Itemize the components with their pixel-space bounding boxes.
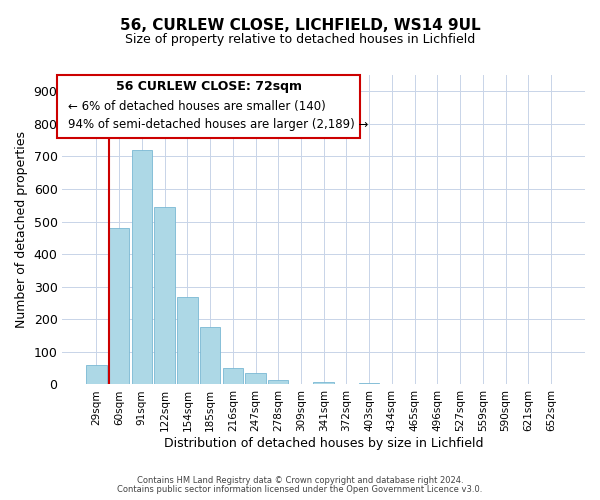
Text: Size of property relative to detached houses in Lichfield: Size of property relative to detached ho… xyxy=(125,32,475,46)
FancyBboxPatch shape xyxy=(57,75,360,138)
Y-axis label: Number of detached properties: Number of detached properties xyxy=(15,131,28,328)
Text: 56, CURLEW CLOSE, LICHFIELD, WS14 9UL: 56, CURLEW CLOSE, LICHFIELD, WS14 9UL xyxy=(119,18,481,32)
Bar xyxy=(86,365,107,384)
X-axis label: Distribution of detached houses by size in Lichfield: Distribution of detached houses by size … xyxy=(164,437,484,450)
Bar xyxy=(313,382,334,384)
Bar xyxy=(223,368,243,384)
Bar xyxy=(154,207,175,384)
Bar xyxy=(131,150,152,384)
Bar xyxy=(268,380,289,384)
Text: Contains HM Land Registry data © Crown copyright and database right 2024.: Contains HM Land Registry data © Crown c… xyxy=(137,476,463,485)
Text: 94% of semi-detached houses are larger (2,189) →: 94% of semi-detached houses are larger (… xyxy=(68,118,368,132)
Text: ← 6% of detached houses are smaller (140): ← 6% of detached houses are smaller (140… xyxy=(68,100,325,113)
Bar xyxy=(245,373,266,384)
Text: Contains public sector information licensed under the Open Government Licence v3: Contains public sector information licen… xyxy=(118,485,482,494)
Bar xyxy=(109,228,130,384)
Text: 56 CURLEW CLOSE: 72sqm: 56 CURLEW CLOSE: 72sqm xyxy=(116,80,302,92)
Bar xyxy=(359,383,379,384)
Bar xyxy=(200,328,220,384)
Bar xyxy=(177,296,197,384)
